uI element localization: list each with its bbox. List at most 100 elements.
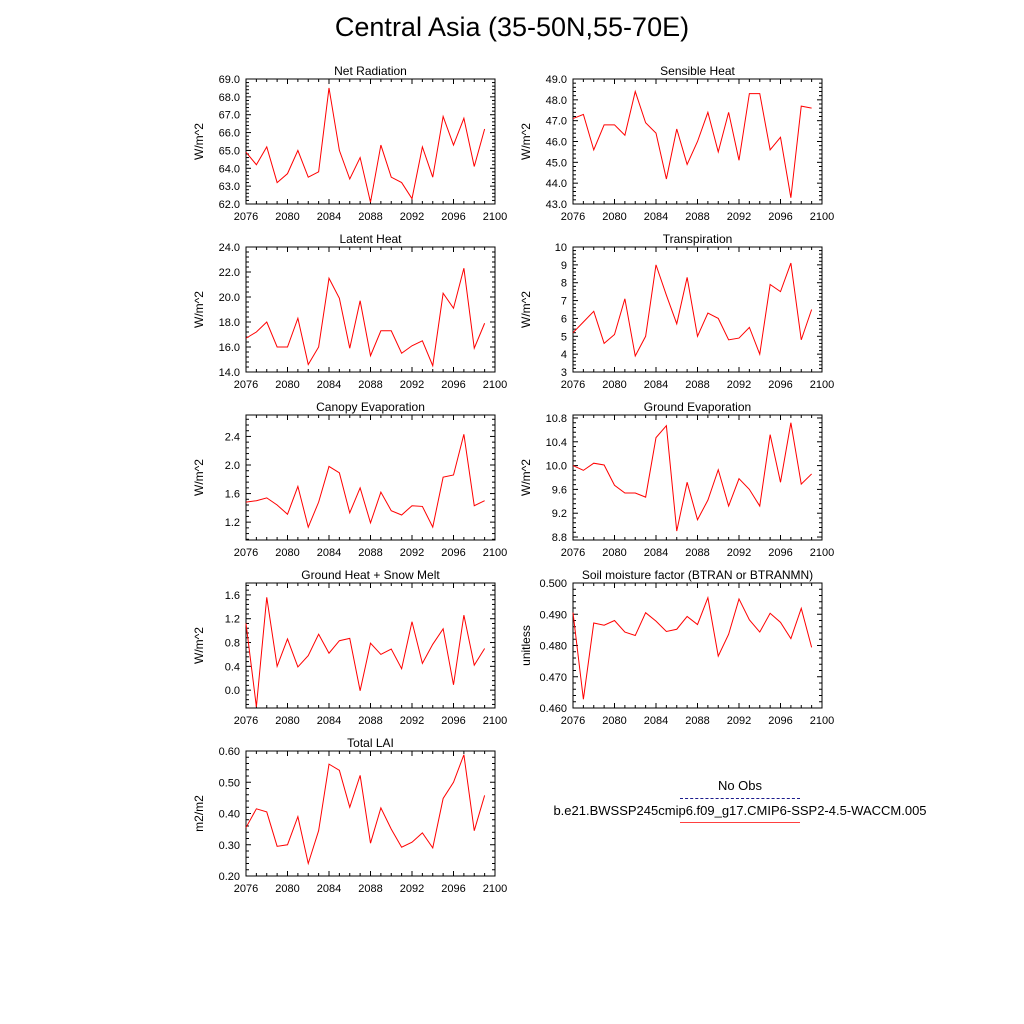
y-axis-label: W/m^2 (192, 627, 206, 664)
x-tick-label: 2076 (561, 379, 585, 391)
y-tick-label: 3 (561, 367, 567, 379)
y-tick-label: 0.0 (225, 685, 240, 697)
y-axis-label: W/m^2 (519, 459, 533, 496)
x-tick-label: 2088 (685, 715, 709, 727)
y-tick-label: 1.6 (225, 489, 240, 501)
series-line (245, 597, 486, 707)
panel-title: Canopy Evaporation (316, 400, 425, 414)
x-tick-label: 2076 (561, 715, 585, 727)
x-tick-label: 2076 (234, 883, 258, 895)
y-tick-label: 62.0 (219, 199, 240, 211)
y-tick-label: 2.0 (225, 460, 240, 472)
legend-case-label: b.e21.BWSSP245cmip6.f09_g17.CMIP6-SSP2-4… (553, 803, 927, 818)
x-tick-label: 2100 (810, 715, 834, 727)
y-tick-label: 66.0 (219, 128, 240, 140)
x-tick-label: 2088 (358, 883, 382, 895)
x-tick-label: 2080 (602, 211, 626, 223)
y-axis-label: W/m^2 (519, 123, 533, 160)
y-tick-label: 10.0 (546, 461, 567, 473)
y-tick-label: 0.30 (219, 840, 240, 852)
plot-frame (245, 750, 496, 877)
panel-title: Ground Heat + Snow Melt (301, 568, 440, 582)
y-tick-label: 0.8 (225, 638, 240, 650)
y-tick-label: 68.0 (219, 92, 240, 104)
chart-panel-3: Latent Heat W/m^2 2076 2080 2084 2088 2092 2096… (192, 232, 507, 391)
y-tick-label: 0.4 (225, 661, 240, 673)
x-tick-label: 2076 (561, 211, 585, 223)
series-line (245, 268, 486, 368)
y-tick-label: 67.0 (219, 110, 240, 122)
x-tick-label: 2080 (602, 547, 626, 559)
x-tick-label: 2092 (400, 211, 424, 223)
chart-panel-7: Ground Heat + Snow Melt W/m^2 2076 2080 2084… (192, 568, 507, 727)
y-tick-label: 49.0 (546, 74, 567, 86)
x-tick-label: 2096 (768, 715, 792, 727)
x-tick-label: 2076 (234, 715, 258, 727)
y-tick-label: 0.490 (539, 609, 567, 621)
x-tick-label: 2088 (685, 379, 709, 391)
y-tick-label: 0.50 (219, 777, 240, 789)
x-tick-label: 2084 (644, 379, 668, 391)
x-tick-label: 2088 (358, 715, 382, 727)
x-tick-label: 2088 (685, 547, 709, 559)
x-tick-label: 2080 (275, 883, 299, 895)
chart-panel-2: Sensible Heat W/m^2 2076 2080 2084 2088 2092 20… (519, 64, 834, 223)
x-tick-label: 2100 (810, 379, 834, 391)
x-tick-label: 2088 (685, 211, 709, 223)
panel-title: Sensible Heat (660, 64, 735, 78)
y-tick-label: 16.0 (219, 342, 240, 354)
y-tick-label: 0.470 (539, 672, 567, 684)
plot-frame (245, 78, 496, 205)
x-tick-label: 2092 (727, 715, 751, 727)
y-tick-label: 2.4 (225, 431, 240, 443)
x-tick-label: 2100 (483, 211, 507, 223)
y-tick-label: 47.0 (546, 116, 567, 128)
x-tick-label: 2080 (602, 379, 626, 391)
legend-obs-line (680, 798, 800, 799)
y-tick-label: 10 (555, 242, 567, 254)
y-tick-label: 1.2 (225, 517, 240, 529)
x-tick-label: 2076 (234, 379, 258, 391)
x-tick-label: 2084 (317, 715, 341, 727)
x-tick-label: 2084 (317, 211, 341, 223)
y-tick-label: 1.2 (225, 614, 240, 626)
series-line (245, 87, 486, 203)
y-tick-label: 4 (561, 349, 567, 361)
y-tick-label: 8.8 (552, 532, 567, 544)
x-tick-label: 2084 (317, 379, 341, 391)
x-tick-label: 2100 (483, 379, 507, 391)
x-tick-label: 2092 (727, 547, 751, 559)
x-tick-label: 2092 (400, 547, 424, 559)
y-axis-label: unitless (519, 625, 533, 666)
legend-case-line (680, 822, 800, 823)
y-tick-label: 20.0 (219, 292, 240, 304)
x-tick-label: 2080 (275, 379, 299, 391)
x-tick-label: 2096 (441, 379, 465, 391)
y-tick-label: 48.0 (546, 95, 567, 107)
x-tick-label: 2080 (275, 547, 299, 559)
plot-frame (572, 582, 823, 709)
series-line (245, 434, 485, 529)
y-axis-label: m2/m2 (192, 795, 206, 832)
y-tick-label: 0.460 (539, 703, 567, 715)
chart-panel-8: Soil moisture factor (BTRAN or BTRANMN) u… (519, 568, 834, 727)
x-tick-label: 2076 (234, 211, 258, 223)
legend: No Obs b.e21.BWSSP245cmip6.f09_g17.CMIP6… (520, 778, 960, 823)
y-tick-label: 18.0 (219, 317, 240, 329)
legend-obs-label: No Obs (717, 778, 763, 793)
x-tick-label: 2088 (358, 211, 382, 223)
x-tick-label: 2096 (441, 883, 465, 895)
y-tick-label: 45.0 (546, 157, 567, 169)
y-tick-label: 7 (561, 296, 567, 308)
x-tick-label: 2092 (727, 379, 751, 391)
chart-panel-1: Net Radiation W/m^2 2076 2080 2084 2088 2092 20… (192, 64, 507, 223)
y-tick-label: 44.0 (546, 178, 567, 190)
x-tick-label: 2092 (400, 883, 424, 895)
y-axis-label: W/m^2 (519, 291, 533, 328)
y-tick-label: 63.0 (219, 181, 240, 193)
x-tick-label: 2088 (358, 547, 382, 559)
x-tick-label: 2100 (483, 547, 507, 559)
x-tick-label: 2092 (400, 379, 424, 391)
series-line (572, 595, 813, 700)
